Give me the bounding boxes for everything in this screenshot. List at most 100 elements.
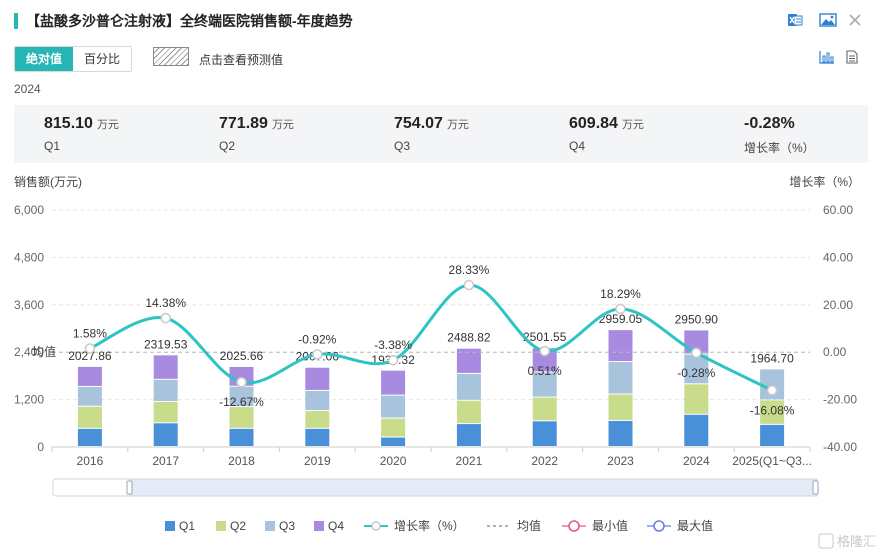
x-tick-label: 2019 bbox=[304, 454, 331, 468]
bar-q3 bbox=[684, 354, 709, 384]
bar-q4 bbox=[532, 348, 557, 372]
bar-q3 bbox=[381, 395, 406, 418]
bar-q1 bbox=[305, 428, 330, 446]
bar-q2 bbox=[532, 397, 557, 421]
bar-chart-icon[interactable] bbox=[819, 50, 835, 64]
summary-value: 609.84 bbox=[569, 115, 618, 132]
y-tick-label: 1,200 bbox=[14, 393, 44, 407]
forecast-toggle-label[interactable]: 点击查看预测值 bbox=[199, 53, 284, 67]
growth-line bbox=[89, 283, 773, 392]
x-tick-label: 2022 bbox=[531, 454, 558, 468]
y-tick-label: 0 bbox=[37, 440, 44, 454]
x-tick-label: 2023 bbox=[607, 454, 634, 468]
total-label: 2501.55 bbox=[523, 330, 567, 344]
bar-q1 bbox=[229, 428, 254, 446]
legend-swatch bbox=[165, 521, 175, 531]
bar-q1 bbox=[684, 414, 709, 446]
legend-label: 均值 bbox=[517, 518, 541, 533]
bar-q1 bbox=[77, 428, 102, 446]
total-label: 2319.53 bbox=[144, 337, 188, 351]
summary-panel: 815.10 万元 Q1 771.89 万元 Q2 754.07 万元 Q3 609.… bbox=[14, 105, 868, 163]
bar-q3 bbox=[153, 379, 178, 401]
growth-point bbox=[84, 343, 96, 354]
growth-point bbox=[615, 303, 626, 315]
y2-tick-label: 0.00 bbox=[823, 345, 847, 359]
legend-swatch bbox=[653, 520, 665, 532]
x-tick-label: 2017 bbox=[152, 454, 179, 468]
summary-unit: 万元 bbox=[446, 119, 469, 131]
x-tick-label: 2020 bbox=[380, 454, 407, 468]
growth-point bbox=[539, 345, 550, 357]
zoom-handle-left bbox=[126, 480, 133, 495]
growth-label: -0.28% bbox=[677, 366, 715, 380]
y-axis-title: 销售额(万元) bbox=[14, 174, 82, 189]
growth-label: 18.29% bbox=[600, 287, 641, 301]
growth-point bbox=[766, 385, 778, 396]
total-label: 2027.86 bbox=[68, 349, 112, 363]
y-tick-label: 6,000 bbox=[14, 203, 44, 217]
watermark-logo bbox=[818, 533, 834, 549]
x-tick-label: 2021 bbox=[456, 454, 483, 468]
legend-label: Q4 bbox=[328, 519, 344, 533]
summary-value: -0.28% bbox=[744, 115, 795, 132]
excel-export-icon[interactable] bbox=[787, 12, 803, 28]
growth-label: 14.38% bbox=[145, 296, 186, 310]
close-icon[interactable] bbox=[847, 12, 863, 28]
bar-q2 bbox=[229, 407, 254, 428]
total-label: 2488.82 bbox=[447, 331, 491, 345]
summary-label: Q2 bbox=[219, 139, 236, 153]
bar-q3 bbox=[305, 390, 330, 411]
summary-label: 增长率（%） bbox=[744, 141, 815, 155]
legend-label: 增长率（%） bbox=[394, 518, 465, 533]
x-tick-label: 2024 bbox=[683, 454, 710, 468]
page-title: 【盐酸多沙普仑注射液】全终端医院销售额-年度趋势 bbox=[26, 13, 353, 29]
bar-q2 bbox=[77, 406, 102, 428]
legend-swatch bbox=[216, 521, 226, 531]
bar-q2 bbox=[153, 401, 178, 423]
growth-label: 28.33% bbox=[449, 263, 490, 277]
title-bar: 【盐酸多沙普仑注射液】全终端医院销售额-年度趋势 bbox=[0, 0, 891, 40]
summary-value: 771.89 bbox=[219, 115, 268, 132]
legend-swatch bbox=[314, 521, 324, 531]
legend-label: 最大值 bbox=[677, 518, 713, 533]
image-export-icon[interactable] bbox=[819, 12, 837, 28]
mode-toggle: 绝对值 百分比 bbox=[14, 46, 133, 72]
total-label: 2025.66 bbox=[220, 349, 264, 363]
growth-label: -12.67% bbox=[219, 395, 264, 409]
growth-point bbox=[463, 279, 475, 291]
bar-q1 bbox=[760, 424, 785, 446]
bar-q4 bbox=[153, 355, 178, 379]
summary-label: Q4 bbox=[569, 139, 586, 153]
x-tick-label: 2016 bbox=[77, 454, 104, 468]
summary-unit: 万元 bbox=[96, 119, 119, 131]
y2-axis-title: 增长率（%） bbox=[789, 174, 860, 189]
average-label: 均值 bbox=[32, 344, 56, 359]
total-label: 2959.05 bbox=[599, 312, 643, 326]
growth-label: 1.58% bbox=[73, 326, 107, 340]
y-tick-label: 2,400 bbox=[14, 345, 44, 359]
document-icon[interactable] bbox=[845, 50, 859, 64]
summary-year: 2024 bbox=[14, 82, 41, 96]
bar-q1 bbox=[456, 424, 481, 446]
bar-q2 bbox=[760, 400, 785, 424]
growth-label: -0.92% bbox=[298, 332, 336, 346]
bar-q3 bbox=[532, 372, 557, 397]
y2-tick-label: 60.00 bbox=[823, 203, 853, 217]
tab-absolute[interactable]: 绝对值 bbox=[15, 47, 74, 71]
forecast-hatch-swatch[interactable] bbox=[153, 47, 189, 66]
legend-swatch bbox=[568, 520, 580, 532]
bar-q3 bbox=[456, 373, 481, 400]
legend-swatch bbox=[371, 521, 381, 531]
summary-label: Q1 bbox=[44, 139, 61, 153]
bar-q3 bbox=[77, 386, 102, 406]
bar-q4 bbox=[77, 366, 102, 386]
summary-unit: 万元 bbox=[271, 119, 294, 131]
growth-label: -16.08% bbox=[750, 403, 795, 417]
y-tick-label: 3,600 bbox=[14, 298, 44, 312]
bar-q2 bbox=[608, 394, 633, 420]
bar-q4 bbox=[305, 367, 330, 390]
summary-value: 754.07 bbox=[394, 115, 443, 132]
y2-tick-label: 40.00 bbox=[823, 250, 853, 264]
tab-percentage[interactable]: 百分比 bbox=[73, 47, 132, 71]
